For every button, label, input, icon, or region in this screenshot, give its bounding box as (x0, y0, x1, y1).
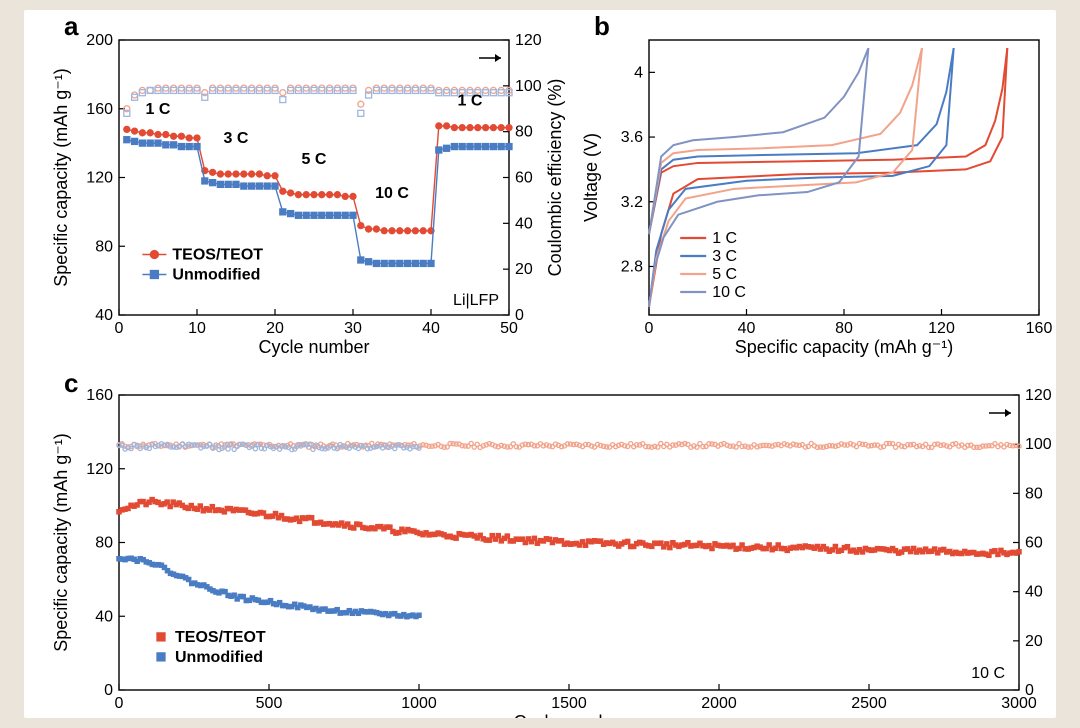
svg-text:2500: 2500 (851, 695, 887, 712)
svg-text:80: 80 (1025, 485, 1043, 502)
svg-text:20: 20 (1025, 633, 1043, 650)
svg-text:Specific capacity (mAh g⁻¹): Specific capacity (mAh g⁻¹) (51, 433, 71, 652)
svg-text:1500: 1500 (551, 695, 587, 712)
svg-text:0: 0 (104, 682, 113, 699)
svg-text:2000: 2000 (701, 695, 737, 712)
panel-c: 050010001500200025003000Cycle number0408… (24, 10, 1056, 718)
svg-text:0: 0 (1025, 682, 1034, 699)
svg-text:500: 500 (256, 695, 283, 712)
svg-text:c: c (64, 368, 78, 398)
svg-text:1000: 1000 (401, 695, 437, 712)
svg-text:Cycle number: Cycle number (513, 712, 624, 718)
svg-text:120: 120 (1025, 387, 1052, 404)
svg-text:TEOS/TEOT: TEOS/TEOT (175, 629, 266, 646)
svg-text:160: 160 (86, 387, 113, 404)
svg-text:Coulombic efficiency (%): Coulombic efficiency (%) (1055, 444, 1056, 642)
svg-text:80: 80 (95, 535, 113, 552)
svg-text:40: 40 (95, 608, 113, 625)
svg-text:60: 60 (1025, 535, 1043, 552)
svg-text:120: 120 (86, 461, 113, 478)
svg-text:100: 100 (1025, 436, 1052, 453)
svg-text:0: 0 (115, 695, 124, 712)
svg-text:10 C: 10 C (971, 665, 1005, 682)
figure-container: 01020304050Cycle number4080120160200Spec… (24, 10, 1056, 718)
svg-text:40: 40 (1025, 584, 1043, 601)
svg-text:Unmodified: Unmodified (175, 649, 263, 666)
